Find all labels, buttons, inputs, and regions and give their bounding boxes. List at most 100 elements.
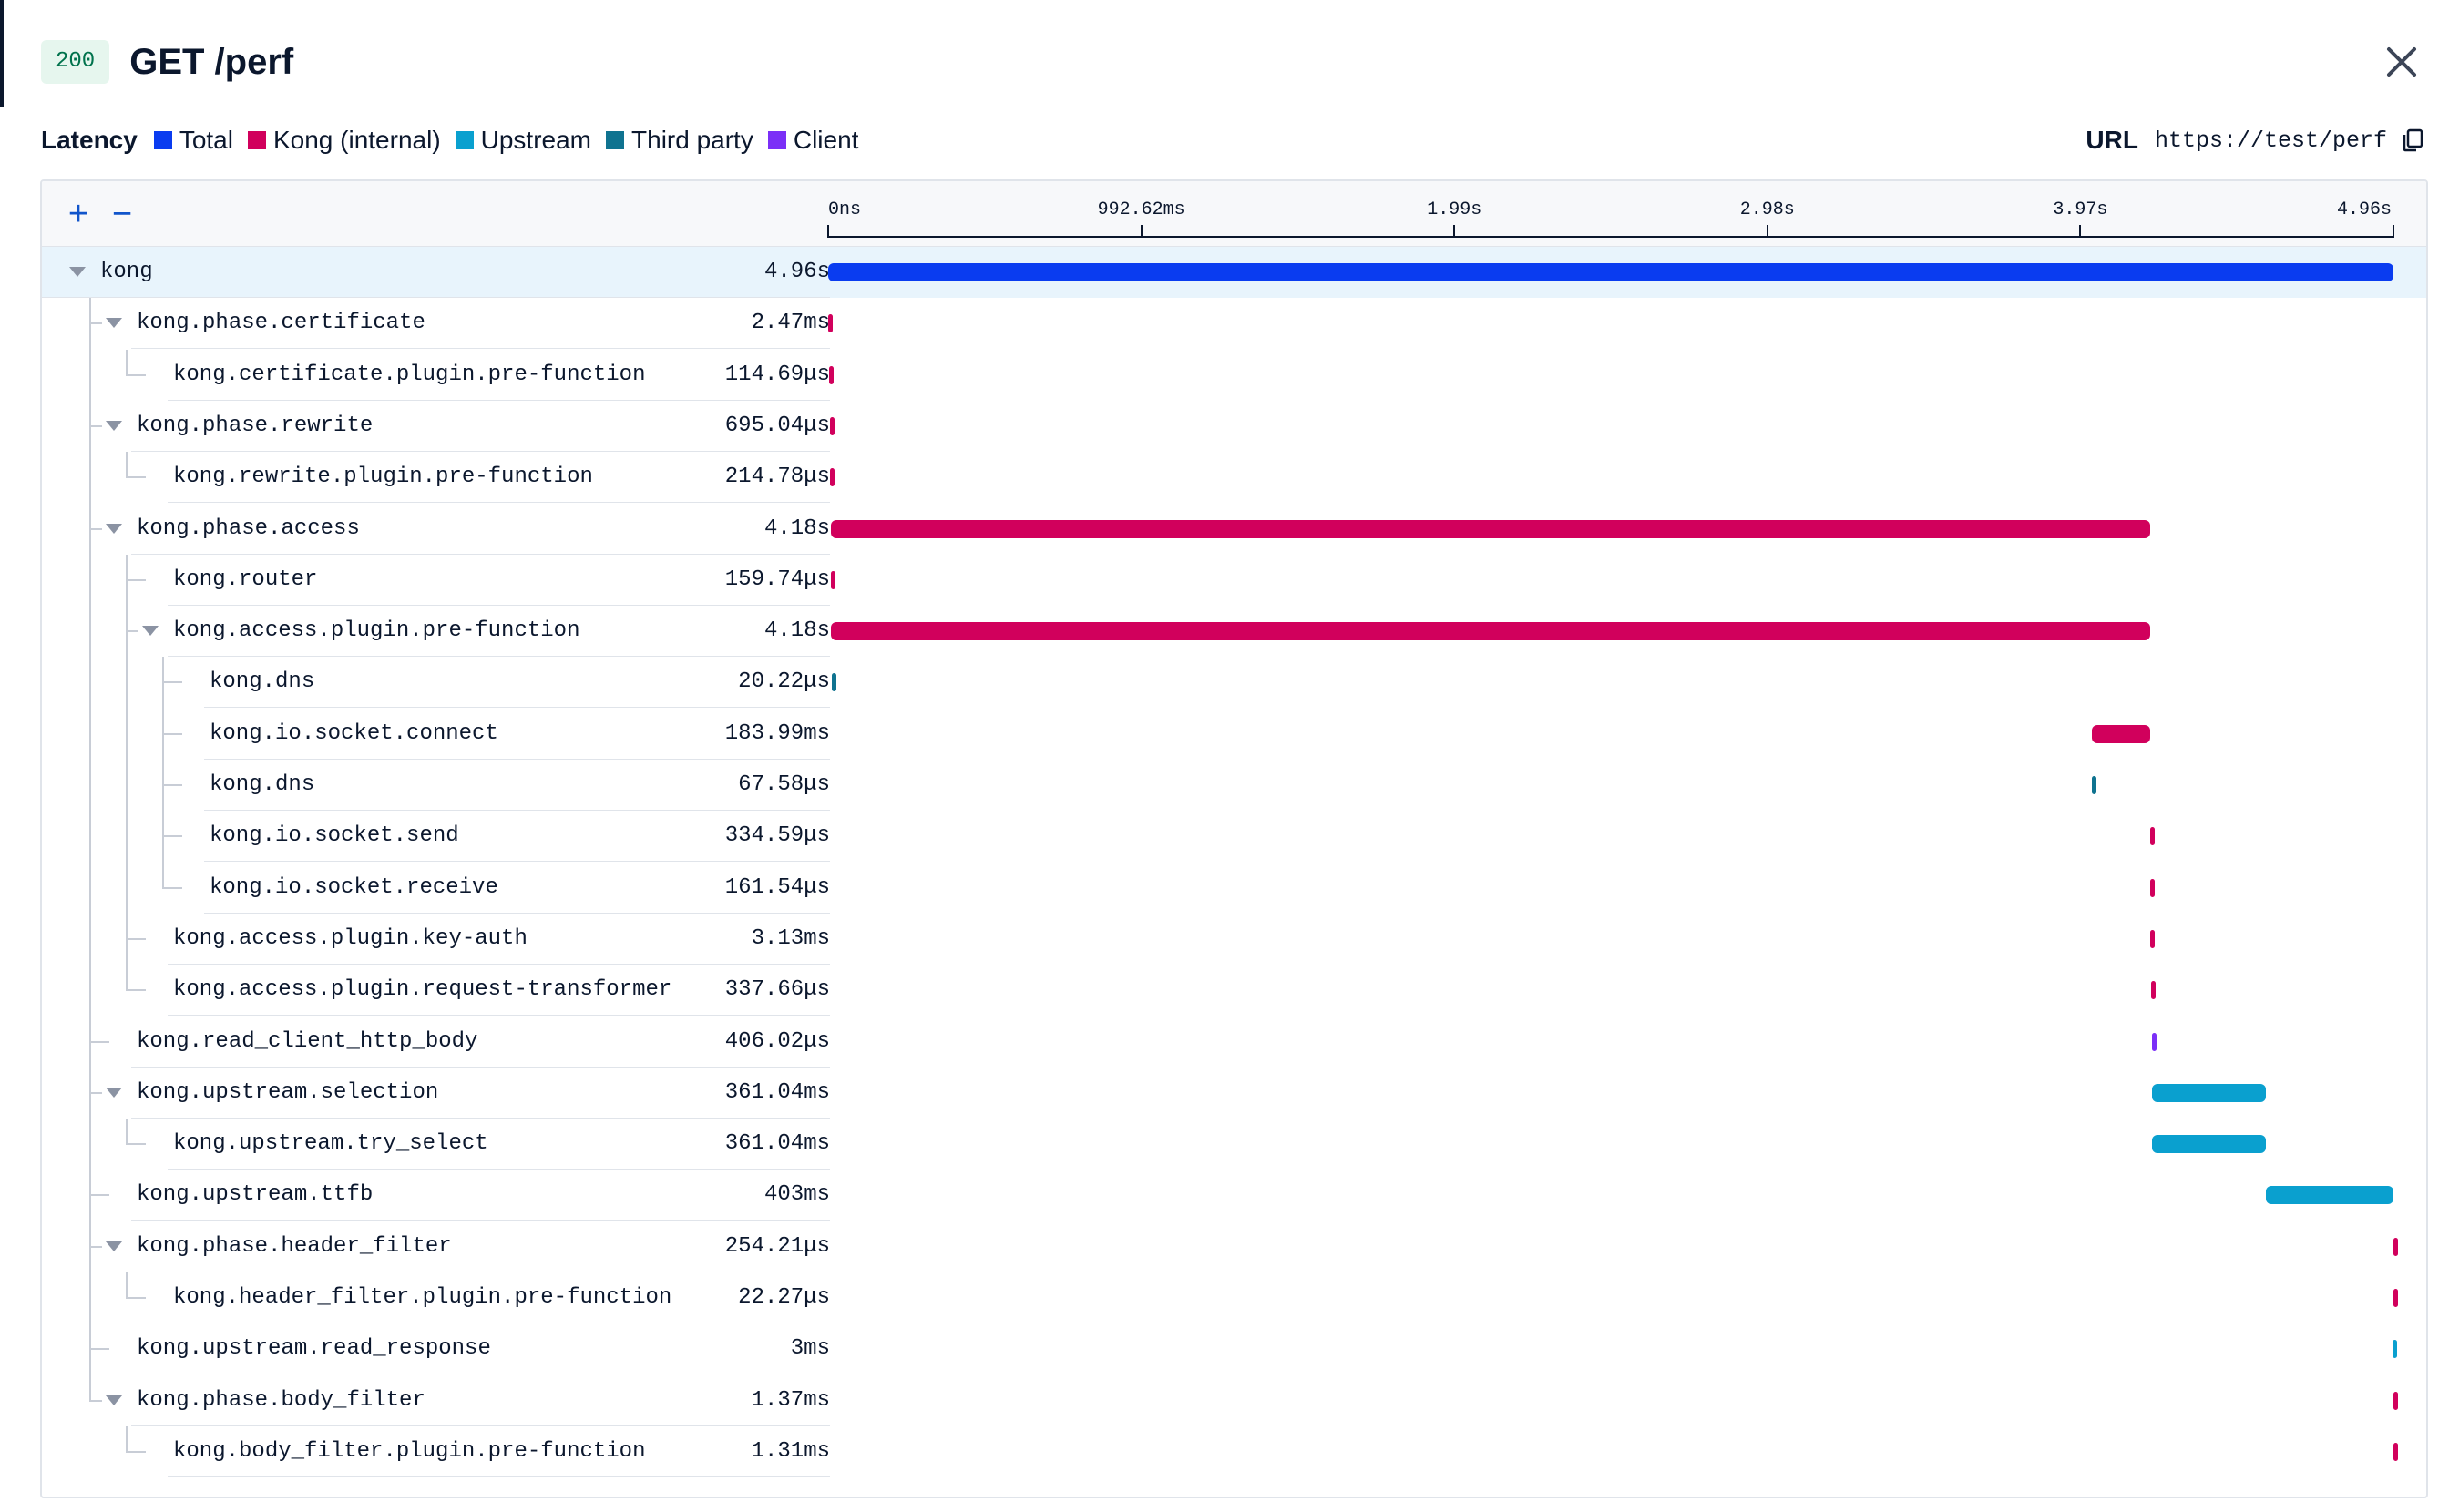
span-row[interactable]: kong.header_filter.plugin.pre-function 22… [42,1272,2426,1324]
expand-all-button[interactable]: + [67,195,89,233]
axis-tick-label: 0ns [828,199,862,220]
span-name: kong.read_client_http_body [137,1028,478,1054]
span-bar[interactable] [831,570,836,589]
span-row[interactable]: kong.dns 67.58μs [42,760,2426,812]
span-bar[interactable] [2266,1186,2393,1205]
tree-connector [126,811,128,863]
collapse-caret-icon[interactable] [106,523,122,534]
span-bar[interactable] [2152,1083,2267,1102]
span-row[interactable]: kong.io.socket.send 334.59μs [42,811,2426,863]
span-duration: 4.18s [763,516,830,541]
span-bar[interactable] [2393,1442,2398,1461]
row-separator [168,399,830,401]
collapse-caret-icon[interactable] [142,626,159,637]
span-row[interactable]: kong.body_filter.plugin.pre-function 1.31… [42,1425,2426,1477]
span-row[interactable]: kong.io.socket.connect 183.99ms [42,708,2426,761]
span-name: kong.access.plugin.request-transformer [173,977,672,1003]
span-row[interactable]: kong.router 159.74μs [42,554,2426,607]
span-bar[interactable] [831,622,2151,641]
row-separator [204,810,830,811]
span-row[interactable]: kong.phase.body_filter 1.37ms [42,1374,2426,1426]
span-row[interactable]: kong.access.plugin.key-auth 3.13ms [42,913,2426,965]
span-name: kong.upstream.read_response [137,1336,491,1362]
legend-label: Third party [631,126,753,154]
tree-connector [89,1272,91,1324]
span-bar[interactable] [830,468,835,487]
span-name: kong.phase.header_filter [137,1233,452,1259]
span-bar[interactable] [831,673,836,692]
span-bar[interactable] [828,365,834,384]
tree-connector [89,322,102,325]
tree-connector [89,1067,91,1119]
tree-connector [89,606,91,659]
span-row[interactable]: kong.phase.rewrite 695.04μs [42,400,2426,453]
span-row[interactable]: kong.phase.certificate 2.47ms [42,298,2426,351]
tree-connector [126,989,146,992]
span-bar[interactable] [2150,929,2156,948]
url-box: URL https://test/perf [2085,122,2425,158]
tree-connector [162,811,164,863]
collapse-caret-icon[interactable] [106,420,122,431]
span-bar[interactable] [2150,878,2156,897]
span-row[interactable]: kong.phase.access 4.18s [42,503,2426,556]
url-value[interactable]: https://test/perf [2154,127,2387,154]
row-separator [168,963,830,965]
collapse-caret-icon[interactable] [106,1241,122,1251]
row-separator [204,912,830,914]
span-row[interactable]: kong.upstream.try_select 361.04ms [42,1119,2426,1171]
span-duration: 334.59μs [724,823,830,849]
tree-connector [126,606,128,659]
tree-connector [126,862,128,914]
tree-connector [126,1119,128,1145]
span-row[interactable]: kong 4.96s [42,247,2426,298]
span-name: kong.phase.access [137,516,360,541]
span-bar[interactable] [2092,776,2097,794]
span-bar[interactable] [2392,1340,2397,1359]
tree-connector [89,1016,91,1068]
legend-label: Upstream [480,126,592,154]
tree-connector [126,760,128,812]
span-row[interactable]: kong.certificate.plugin.pre-function 114.… [42,349,2426,402]
row-separator [204,861,830,863]
span-bar[interactable] [2393,1289,2398,1307]
span-duration: 22.27μs [738,1285,830,1310]
collapse-caret-icon[interactable] [106,318,122,329]
page-title: GET /perf [129,41,294,82]
collapse-caret-icon[interactable] [106,1395,122,1405]
tree-connector [126,373,146,376]
close-button[interactable] [2382,42,2422,82]
collapse-all-button[interactable]: − [111,195,133,233]
span-duration: 337.66μs [724,977,830,1003]
span-bar[interactable] [2151,981,2157,1000]
span-bar[interactable] [830,416,835,435]
span-row[interactable]: kong.upstream.ttfb 403ms [42,1170,2426,1222]
span-duration: 183.99ms [724,720,830,746]
legend-swatch [455,131,474,149]
span-row[interactable]: kong.access.plugin.request-transformer 33… [42,965,2426,1017]
collapse-caret-icon[interactable] [106,1087,122,1098]
span-bar[interactable] [2393,1391,2398,1410]
span-duration: 406.02μs [724,1028,830,1054]
span-row[interactable]: kong.read_client_http_body 406.02μs [42,1016,2426,1068]
span-name: kong.phase.body_filter [137,1387,425,1413]
span-bar[interactable] [2149,827,2155,846]
span-bar[interactable] [828,314,833,333]
span-bar[interactable] [2151,1032,2157,1051]
span-bar[interactable] [828,263,2393,281]
copy-icon[interactable] [2400,128,2425,153]
span-row[interactable]: kong.dns 20.22μs [42,657,2426,710]
span-row[interactable]: kong.access.plugin.pre-function 4.18s [42,606,2426,659]
span-name: kong.phase.certificate [137,311,425,336]
span-row[interactable]: kong.upstream.read_response 3ms [42,1323,2426,1376]
row-separator [168,502,830,504]
span-bar[interactable] [2393,1237,2398,1256]
span-row[interactable]: kong.rewrite.plugin.pre-function 214.78μs [42,452,2426,505]
span-row[interactable]: kong.io.socket.receive 161.54μs [42,862,2426,914]
span-bar[interactable] [830,519,2150,538]
span-bar[interactable] [2092,724,2150,743]
tree-connector [162,708,164,761]
collapse-caret-icon[interactable] [69,267,86,277]
span-row[interactable]: kong.phase.header_filter 254.21μs [42,1221,2426,1273]
span-row[interactable]: kong.upstream.selection 361.04ms [42,1067,2426,1119]
span-bar[interactable] [2152,1135,2267,1154]
